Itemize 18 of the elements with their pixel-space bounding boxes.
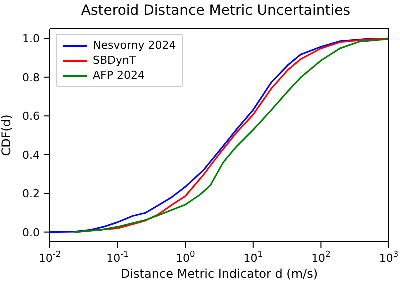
y-tick-label: 0.2 bbox=[22, 188, 40, 201]
x-axis-title: Distance Metric Indicator d (m/s) bbox=[120, 267, 318, 281]
y-tick-label: 0.6 bbox=[22, 110, 40, 124]
x-tick-label: 10$^{0}$ bbox=[176, 249, 196, 265]
legend-label: AFP 2024 bbox=[93, 68, 145, 83]
x-tick-label: 10$^{1}$ bbox=[244, 249, 264, 265]
legend-label: SBDynT bbox=[93, 53, 136, 68]
x-tick-label: 10$^{-2}$ bbox=[38, 249, 62, 265]
legend-label: Nesvorny 2024 bbox=[93, 38, 176, 53]
x-tick-label: 10$^{2}$ bbox=[312, 249, 331, 265]
y-tick-label: 1.0 bbox=[22, 32, 40, 46]
y-tick-label: 0.8 bbox=[22, 71, 40, 84]
y-tick-label: 0.4 bbox=[22, 148, 40, 162]
y-tick-label: 0.0 bbox=[22, 226, 40, 240]
y-axis-title: CDF(d) bbox=[0, 114, 14, 156]
x-tick-label: 10$^{3}$ bbox=[379, 249, 399, 265]
chart-title: Asteroid Distance Metric Uncertainties bbox=[80, 3, 352, 19]
x-tick-label: 10$^{-1}$ bbox=[106, 249, 129, 265]
